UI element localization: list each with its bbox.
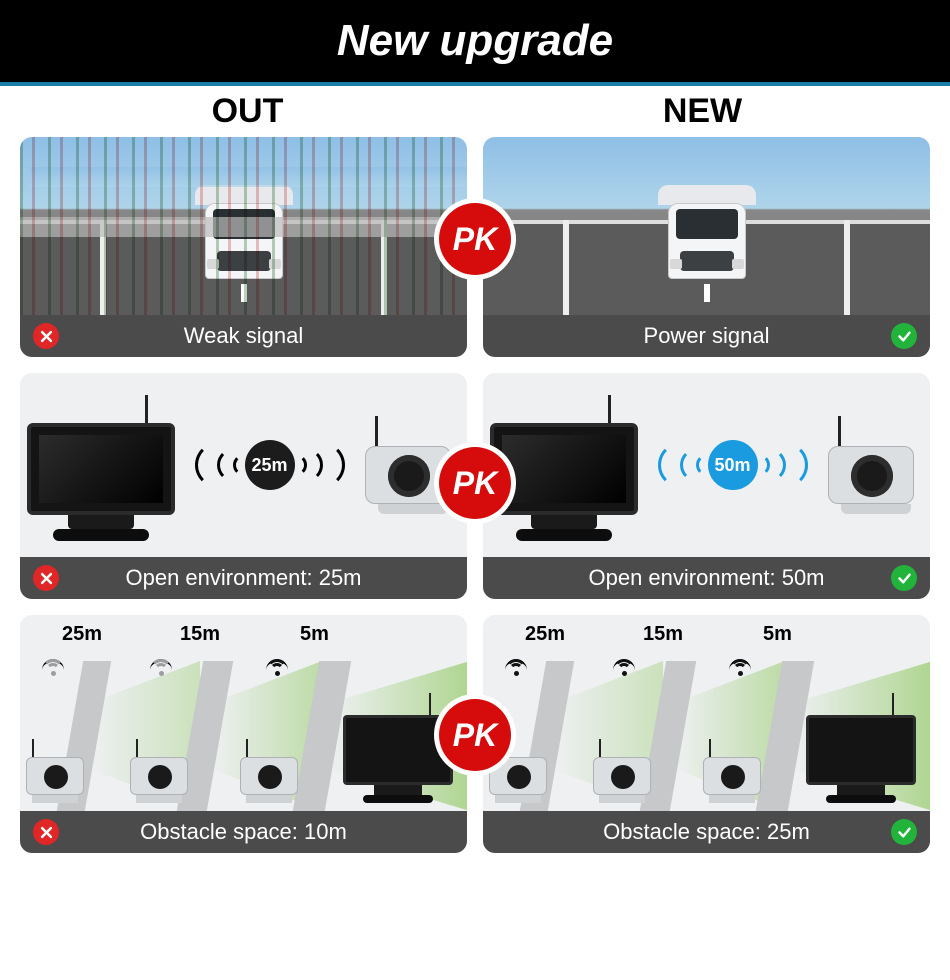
- caption-text: Power signal: [483, 323, 878, 349]
- card-openenv-out: 25m Open environment: 25m: [20, 373, 467, 599]
- caption-text: Obstacle space: 10m: [72, 819, 467, 845]
- cross-icon: [33, 323, 59, 349]
- photo-truck-clear: [483, 137, 930, 315]
- caption-bar: Weak signal: [20, 315, 467, 357]
- caption-bar: Power signal: [483, 315, 930, 357]
- monitor-icon: [343, 693, 453, 803]
- signal-badge: 50m: [658, 440, 808, 490]
- distance-label: 5m: [763, 623, 792, 646]
- range-diagram-out: 25m: [20, 373, 467, 557]
- caption-text: Obstacle space: 25m: [483, 819, 878, 845]
- monitor-icon: [490, 389, 638, 541]
- column-headers: OUT NEW: [0, 86, 950, 133]
- caption-bar: Obstacle space: 10m: [20, 811, 467, 853]
- wifi-icon: [729, 659, 751, 681]
- range-label: 50m: [708, 440, 758, 490]
- distance-label: 15m: [643, 623, 683, 646]
- cross-icon: [33, 819, 59, 845]
- card-signal-out: Weak signal: [20, 137, 467, 357]
- range-label: 25m: [245, 440, 295, 490]
- wifi-icon: [266, 659, 288, 681]
- pk-badge-row2: PK: [439, 447, 511, 519]
- cross-icon: [33, 565, 59, 591]
- camera-icon: [130, 739, 188, 803]
- range-diagram-new: 50m: [483, 373, 930, 557]
- pk-badge-row3: PK: [439, 699, 511, 771]
- wifi-icon: [150, 659, 172, 681]
- camera-icon: [828, 416, 924, 514]
- caption-bar: Open environment: 25m: [20, 557, 467, 599]
- comparison-grid: PK PK PK Weak signal: [0, 133, 950, 873]
- monitor-icon: [806, 693, 916, 803]
- monitor-icon: [27, 389, 175, 541]
- check-icon: [891, 323, 917, 349]
- card-signal-new: Power signal: [483, 137, 930, 357]
- obstacle-diagram-out: 25m 15m 5m: [20, 615, 467, 811]
- caption-text: Weak signal: [72, 323, 467, 349]
- caption-text: Open environment: 50m: [483, 565, 878, 591]
- card-openenv-new: 50m Open environment: 50m: [483, 373, 930, 599]
- signal-badge: 25m: [195, 440, 345, 490]
- photo-truck-glitched: [20, 137, 467, 315]
- camera-icon: [240, 739, 298, 803]
- caption-bar: Open environment: 50m: [483, 557, 930, 599]
- title-banner: New upgrade: [0, 0, 950, 86]
- distance-label: 25m: [525, 623, 565, 646]
- camera-icon: [26, 739, 84, 803]
- check-icon: [891, 565, 917, 591]
- distance-label: 15m: [180, 623, 220, 646]
- distance-label: 5m: [300, 623, 329, 646]
- col-header-new: NEW: [475, 92, 930, 131]
- wifi-icon: [613, 659, 635, 681]
- caption-bar: Obstacle space: 25m: [483, 811, 930, 853]
- col-header-out: OUT: [20, 92, 475, 131]
- card-obstacle-out: 25m 15m 5m Obstacle space: 10m: [20, 615, 467, 853]
- distance-label: 25m: [62, 623, 102, 646]
- wifi-icon: [42, 659, 64, 681]
- camera-icon: [593, 739, 651, 803]
- card-obstacle-new: 25m 15m 5m Obstacle space: 25m: [483, 615, 930, 853]
- obstacle-diagram-new: 25m 15m 5m: [483, 615, 930, 811]
- wifi-icon: [505, 659, 527, 681]
- pk-badge-row1: PK: [439, 203, 511, 275]
- check-icon: [891, 819, 917, 845]
- banner-title: New upgrade: [337, 16, 613, 66]
- camera-icon: [703, 739, 761, 803]
- caption-text: Open environment: 25m: [72, 565, 467, 591]
